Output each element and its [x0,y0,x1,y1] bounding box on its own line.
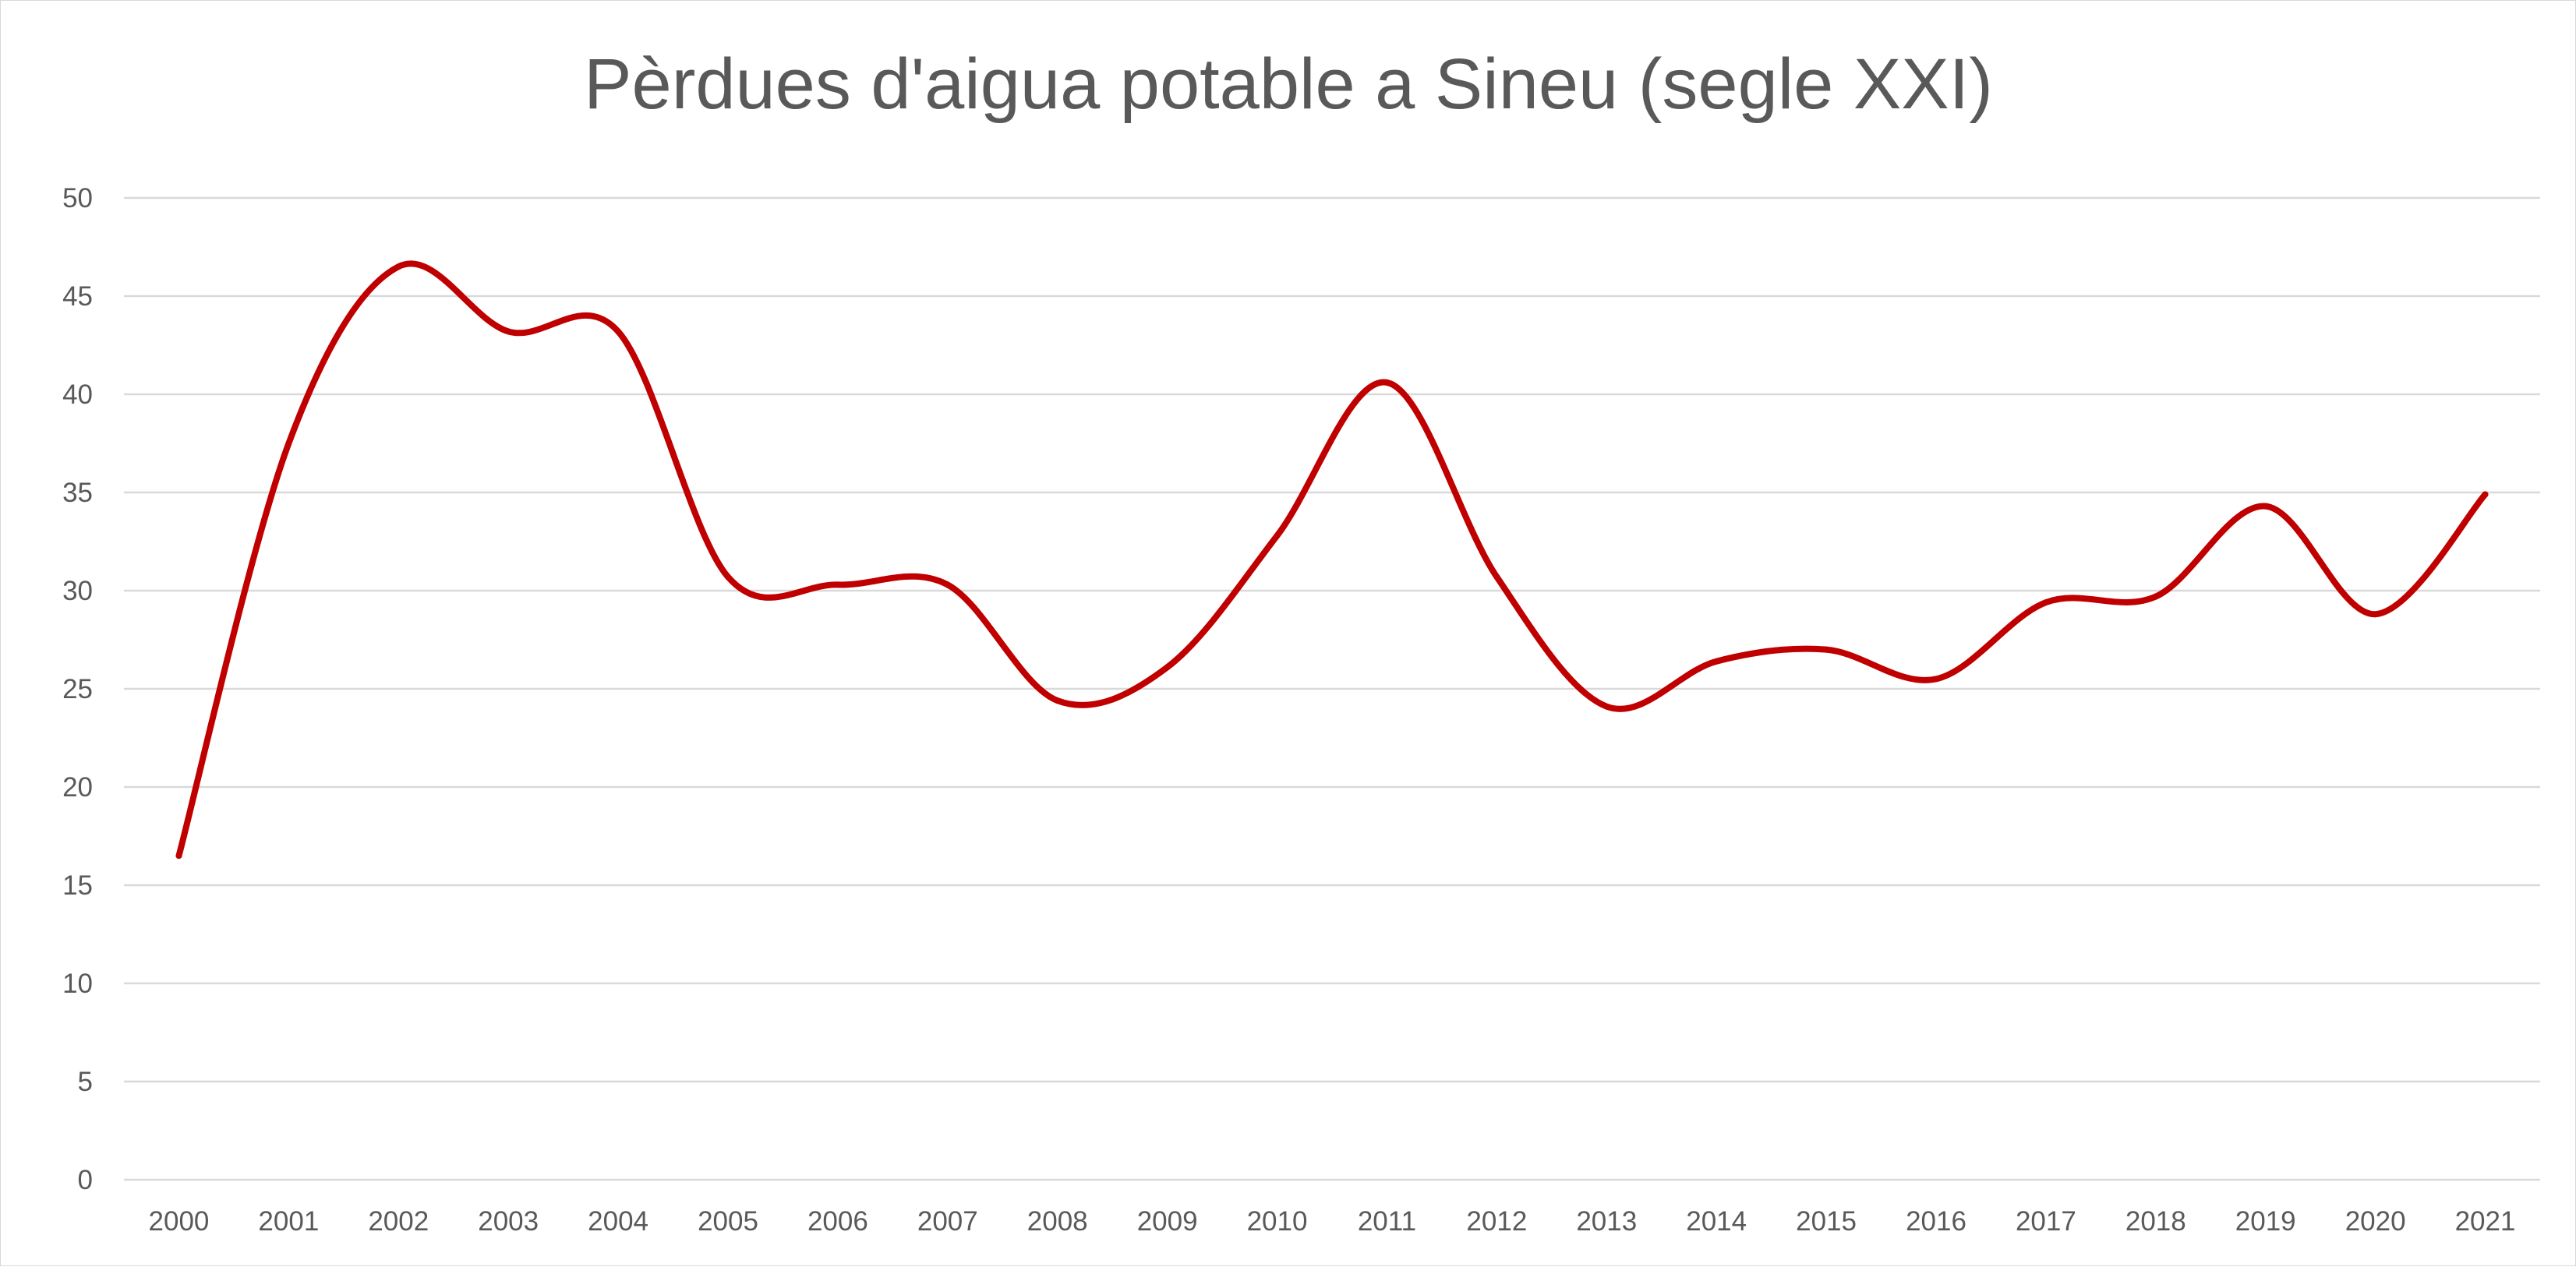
x-tick-label: 2006 [807,1206,868,1237]
data-point [1054,697,1061,704]
chart-title: Pèrdues d'aigua potable a Sineu (segle X… [584,44,1993,124]
data-point [2262,503,2269,510]
y-tick-label: 25 [62,674,93,704]
data-point [2482,491,2489,498]
data-point [1713,658,1720,665]
x-tick-label: 2018 [2125,1206,2186,1237]
series-line [175,260,2489,859]
data-point [1933,676,1939,683]
x-tick-label: 2011 [1358,1206,1416,1237]
y-tick-label: 45 [62,281,93,312]
y-tick-label: 40 [62,379,93,410]
x-tick-label: 2010 [1247,1206,1308,1237]
series-group [175,260,2489,859]
x-tick-label: 2015 [1796,1206,1857,1237]
x-tick-label: 2013 [1576,1206,1637,1237]
x-axis: 2000 2001 2002 2003 2004 2005 2006 2007 2008 2009… [149,1206,2516,1237]
x-tick-label: 2005 [698,1206,758,1237]
data-point [285,440,292,446]
data-point [1823,646,1830,653]
data-point [1603,703,1610,710]
x-tick-label: 2012 [1466,1206,1527,1237]
data-point [725,574,731,581]
y-tick-label: 50 [62,183,93,214]
x-tick-label: 2016 [1906,1206,1966,1237]
gridlines [124,196,2540,1181]
x-tick-label: 2019 [2235,1206,2296,1237]
data-point [2152,593,2159,600]
x-tick-label: 2004 [588,1206,648,1237]
data-point [175,852,182,859]
data-point [834,581,841,588]
x-tick-label: 2002 [368,1206,429,1237]
data-point [1164,664,1171,671]
x-tick-label: 2017 [2016,1206,2076,1237]
y-tick-label: 0 [78,1165,93,1195]
data-point [1383,379,1390,386]
y-tick-label: 35 [62,478,93,508]
x-tick-label: 2008 [1027,1206,1088,1237]
y-tick-label: 15 [62,870,93,901]
data-point [615,328,622,335]
x-tick-label: 2014 [1686,1206,1747,1237]
data-point [944,581,951,588]
y-tick-label: 5 [78,1067,93,1097]
data-point [1274,532,1281,539]
y-axis: 0 5 10 15 20 25 30 35 40 45 50 [62,183,93,1195]
x-tick-label: 2003 [478,1206,539,1237]
data-point [1493,574,1500,581]
x-tick-label: 2009 [1137,1206,1198,1237]
y-tick-label: 30 [62,576,93,606]
data-point [2042,599,2049,606]
x-tick-label: 2000 [149,1206,210,1237]
x-tick-label: 2021 [2455,1206,2516,1237]
data-point [395,263,402,270]
data-point [2372,611,2379,618]
data-point [505,328,512,335]
x-tick-label: 2001 [258,1206,319,1237]
x-tick-label: 2020 [2345,1206,2406,1237]
x-tick-label: 2007 [917,1206,978,1237]
y-tick-label: 10 [62,969,93,999]
y-tick-label: 20 [62,772,93,803]
